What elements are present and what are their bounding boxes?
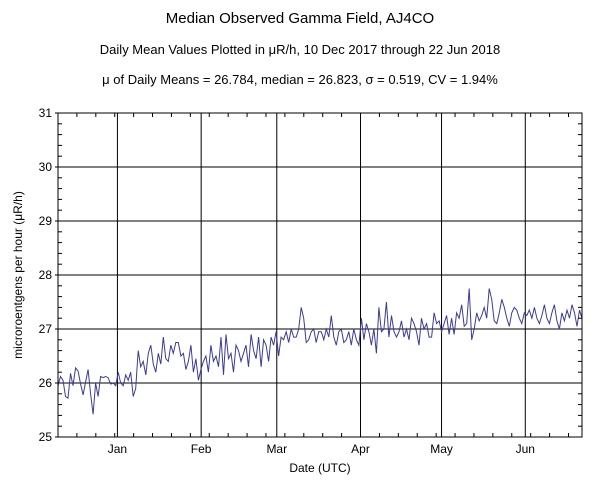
y-tick-label: 30 (39, 160, 53, 174)
chart-stats: μ of Daily Means = 26.784, median = 26.8… (102, 72, 498, 87)
y-tick-label: 29 (39, 214, 53, 228)
y-axis-label: microroentgens per hour (μR/h) (11, 191, 25, 359)
x-tick-label: Apr (351, 442, 370, 456)
x-tick-label: Jan (108, 442, 127, 456)
x-tick-label: Jun (516, 442, 535, 456)
y-tick-label: 28 (39, 268, 53, 282)
plot-marks (57, 288, 583, 415)
y-axis-ticks: 25 26 27 28 29 30 31 (39, 106, 582, 444)
x-tick-label: Mar (266, 442, 287, 456)
y-tick-label: 26 (39, 376, 53, 390)
chart-subtitle: Daily Mean Values Plotted in μR/h, 10 De… (99, 42, 501, 57)
x-axis-ticks: Jan Feb Mar Apr May Jun (57, 113, 569, 456)
series-line (57, 288, 583, 415)
x-tick-label: May (430, 442, 453, 456)
x-axis-label: Date (UTC) (289, 461, 350, 475)
y-tick-label: 27 (39, 322, 53, 336)
chart-title: Median Observed Gamma Field, AJ4CO (165, 10, 435, 27)
plot-grid (58, 112, 582, 438)
y-tick-label: 31 (39, 106, 53, 120)
x-tick-label: Feb (191, 442, 212, 456)
y-tick-label: 25 (39, 430, 53, 444)
